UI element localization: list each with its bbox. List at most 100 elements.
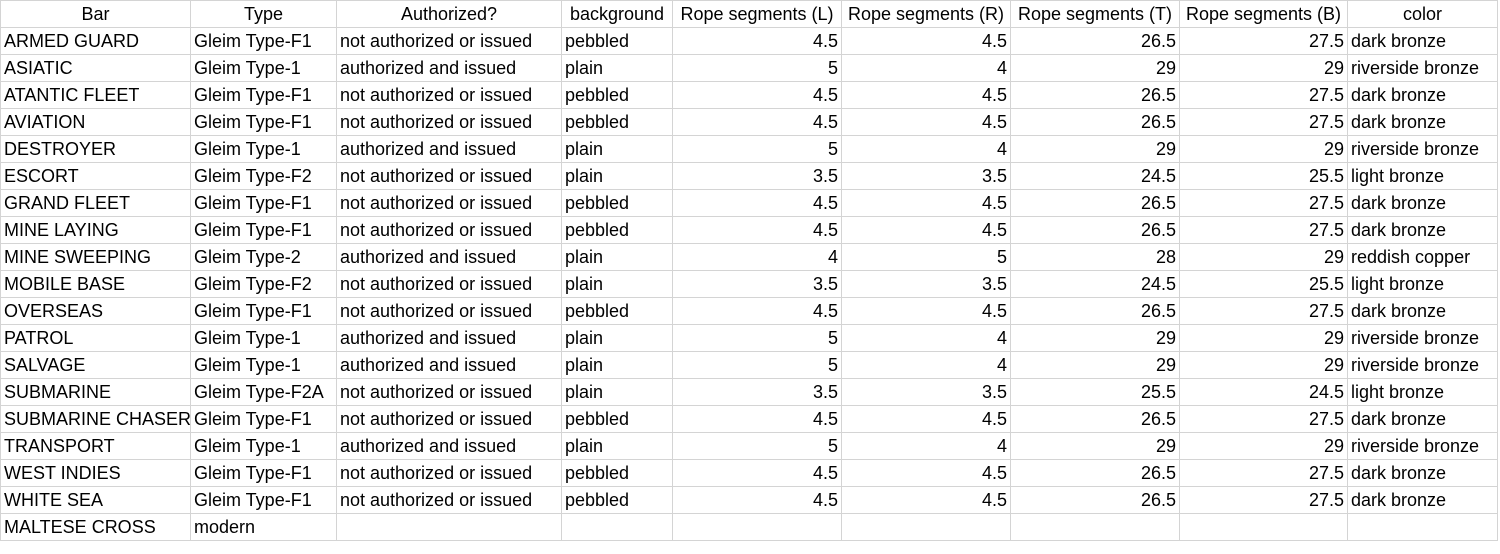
- cell-background[interactable]: pebbled: [561, 108, 673, 136]
- cell-bar[interactable]: ESCORT: [0, 162, 191, 190]
- cell-rope-r[interactable]: 3.5: [841, 270, 1011, 298]
- cell-authorized[interactable]: authorized and issued: [336, 54, 562, 82]
- cell-bar[interactable]: MINE LAYING: [0, 216, 191, 244]
- header-cell-authorized[interactable]: Authorized?: [336, 0, 562, 28]
- cell-rope-b[interactable]: 25.5: [1179, 270, 1348, 298]
- cell-rope-b[interactable]: [1179, 513, 1348, 541]
- cell-rope-b[interactable]: 29: [1179, 324, 1348, 352]
- cell-authorized[interactable]: authorized and issued: [336, 243, 562, 271]
- cell-rope-t[interactable]: 26.5: [1010, 27, 1180, 55]
- cell-type[interactable]: Gleim Type-F2: [190, 162, 337, 190]
- cell-bar[interactable]: OVERSEAS: [0, 297, 191, 325]
- cell-rope-r[interactable]: 4.5: [841, 405, 1011, 433]
- cell-background[interactable]: plain: [561, 162, 673, 190]
- cell-background[interactable]: plain: [561, 324, 673, 352]
- cell-authorized[interactable]: authorized and issued: [336, 432, 562, 460]
- cell-authorized[interactable]: not authorized or issued: [336, 189, 562, 217]
- cell-bar[interactable]: ATANTIC FLEET: [0, 81, 191, 109]
- cell-color[interactable]: riverside bronze: [1347, 135, 1498, 163]
- cell-background[interactable]: plain: [561, 378, 673, 406]
- cell-bar[interactable]: MINE SWEEPING: [0, 243, 191, 271]
- cell-background[interactable]: pebbled: [561, 81, 673, 109]
- cell-background[interactable]: plain: [561, 54, 673, 82]
- cell-rope-r[interactable]: 4.5: [841, 486, 1011, 514]
- cell-rope-t[interactable]: 28: [1010, 243, 1180, 271]
- cell-background[interactable]: plain: [561, 432, 673, 460]
- cell-bar[interactable]: DESTROYER: [0, 135, 191, 163]
- cell-bar[interactable]: ARMED GUARD: [0, 27, 191, 55]
- cell-rope-l[interactable]: 4.5: [672, 216, 842, 244]
- cell-rope-l[interactable]: 4.5: [672, 81, 842, 109]
- cell-rope-l[interactable]: 4.5: [672, 486, 842, 514]
- cell-bar[interactable]: MOBILE BASE: [0, 270, 191, 298]
- cell-rope-r[interactable]: 3.5: [841, 378, 1011, 406]
- cell-rope-t[interactable]: 29: [1010, 351, 1180, 379]
- cell-color[interactable]: riverside bronze: [1347, 432, 1498, 460]
- cell-type[interactable]: Gleim Type-F1: [190, 216, 337, 244]
- cell-rope-b[interactable]: 27.5: [1179, 405, 1348, 433]
- cell-rope-r[interactable]: 4.5: [841, 189, 1011, 217]
- cell-authorized[interactable]: not authorized or issued: [336, 162, 562, 190]
- cell-rope-r[interactable]: [841, 513, 1011, 541]
- cell-rope-r[interactable]: 4.5: [841, 108, 1011, 136]
- cell-rope-r[interactable]: 4: [841, 135, 1011, 163]
- header-cell-rope-t[interactable]: Rope segments (T): [1010, 0, 1180, 28]
- cell-color[interactable]: dark bronze: [1347, 405, 1498, 433]
- cell-rope-b[interactable]: 29: [1179, 432, 1348, 460]
- cell-type[interactable]: modern: [190, 513, 337, 541]
- cell-bar[interactable]: PATROL: [0, 324, 191, 352]
- cell-authorized[interactable]: not authorized or issued: [336, 297, 562, 325]
- cell-authorized[interactable]: not authorized or issued: [336, 81, 562, 109]
- cell-type[interactable]: Gleim Type-1: [190, 351, 337, 379]
- cell-rope-l[interactable]: 4.5: [672, 108, 842, 136]
- cell-authorized[interactable]: authorized and issued: [336, 324, 562, 352]
- cell-background[interactable]: pebbled: [561, 216, 673, 244]
- cell-color[interactable]: light bronze: [1347, 270, 1498, 298]
- cell-background[interactable]: plain: [561, 135, 673, 163]
- cell-background[interactable]: plain: [561, 243, 673, 271]
- cell-background[interactable]: pebbled: [561, 459, 673, 487]
- cell-bar[interactable]: MALTESE CROSS: [0, 513, 191, 541]
- cell-rope-b[interactable]: 29: [1179, 135, 1348, 163]
- cell-rope-t[interactable]: 29: [1010, 432, 1180, 460]
- cell-type[interactable]: Gleim Type-F1: [190, 27, 337, 55]
- cell-rope-r[interactable]: 4.5: [841, 216, 1011, 244]
- cell-color[interactable]: light bronze: [1347, 378, 1498, 406]
- cell-bar[interactable]: SUBMARINE CHASER: [0, 405, 191, 433]
- cell-rope-l[interactable]: 5: [672, 351, 842, 379]
- cell-bar[interactable]: SUBMARINE: [0, 378, 191, 406]
- cell-rope-b[interactable]: 29: [1179, 243, 1348, 271]
- header-cell-background[interactable]: background: [561, 0, 673, 28]
- cell-rope-b[interactable]: 29: [1179, 351, 1348, 379]
- cell-rope-b[interactable]: 27.5: [1179, 459, 1348, 487]
- cell-rope-r[interactable]: 3.5: [841, 162, 1011, 190]
- cell-color[interactable]: dark bronze: [1347, 459, 1498, 487]
- cell-rope-b[interactable]: 25.5: [1179, 162, 1348, 190]
- cell-authorized[interactable]: authorized and issued: [336, 135, 562, 163]
- cell-type[interactable]: Gleim Type-1: [190, 324, 337, 352]
- header-cell-rope-l[interactable]: Rope segments (L): [672, 0, 842, 28]
- cell-rope-l[interactable]: [672, 513, 842, 541]
- cell-background[interactable]: pebbled: [561, 189, 673, 217]
- cell-rope-l[interactable]: 3.5: [672, 162, 842, 190]
- cell-color[interactable]: dark bronze: [1347, 216, 1498, 244]
- cell-rope-r[interactable]: 4.5: [841, 81, 1011, 109]
- cell-rope-l[interactable]: 5: [672, 324, 842, 352]
- cell-rope-b[interactable]: 27.5: [1179, 297, 1348, 325]
- cell-rope-b[interactable]: 27.5: [1179, 216, 1348, 244]
- cell-rope-t[interactable]: 29: [1010, 54, 1180, 82]
- cell-authorized[interactable]: not authorized or issued: [336, 108, 562, 136]
- cell-rope-t[interactable]: [1010, 513, 1180, 541]
- header-cell-rope-b[interactable]: Rope segments (B): [1179, 0, 1348, 28]
- cell-rope-r[interactable]: 4.5: [841, 459, 1011, 487]
- cell-bar[interactable]: SALVAGE: [0, 351, 191, 379]
- cell-type[interactable]: Gleim Type-1: [190, 54, 337, 82]
- cell-rope-b[interactable]: 27.5: [1179, 486, 1348, 514]
- cell-rope-r[interactable]: 4: [841, 351, 1011, 379]
- cell-bar[interactable]: AVIATION: [0, 108, 191, 136]
- cell-rope-t[interactable]: 26.5: [1010, 459, 1180, 487]
- cell-rope-l[interactable]: 5: [672, 432, 842, 460]
- cell-color[interactable]: reddish copper: [1347, 243, 1498, 271]
- cell-type[interactable]: Gleim Type-1: [190, 135, 337, 163]
- cell-rope-b[interactable]: 27.5: [1179, 108, 1348, 136]
